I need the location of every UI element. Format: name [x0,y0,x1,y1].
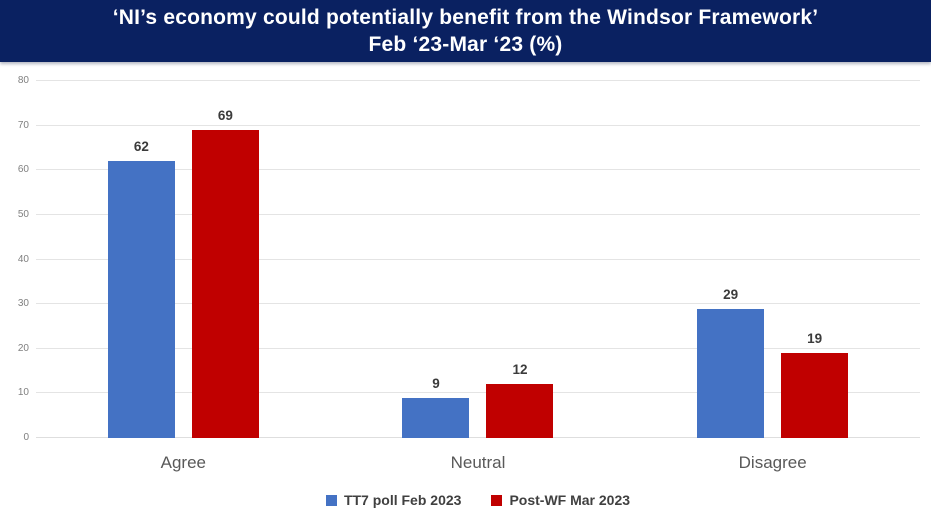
bar-neutral-series1: 9 [402,376,470,438]
gridline-10 [36,392,920,394]
chart-title-line2: Feb ‘23-Mar ‘23 (%) [368,33,563,56]
legend-label-series1: TT7 poll Feb 2023 [343,492,462,508]
bar-agree-series1: 62 [107,139,175,438]
y-axis-tick-50: 50 [17,208,29,220]
legend-label-series2: Post-WF Mar 2023 [509,492,631,508]
legend: TT7 poll Feb 2023 Post-WF Mar 2023 [36,492,920,508]
chart-title-bar: ‘NI’s economy could potentially benefit … [0,0,931,62]
bar-disagree-series1: 29 [697,287,765,438]
bar-disagree-series2: 19 [781,331,849,438]
gridline-60 [36,169,920,171]
bar-value-label: 19 [807,331,823,347]
gridline-80 [36,80,920,81]
y-axis-tick-80: 80 [17,75,29,86]
plot-area: 0 10 20 30 40 50 60 70 80 62 69 9 12 29 19 [18,76,920,443]
gridline-0 [36,437,920,438]
legend-swatch-icon [491,494,503,506]
bar-value-label: 12 [512,362,528,378]
category-axis: Agree Neutral Disagree [36,453,920,473]
bar-agree-series2: 69 [191,108,259,438]
gridline-70 [36,124,920,126]
gridline-40 [36,258,920,260]
bar-value-label: 62 [133,139,149,155]
gridline-50 [36,213,920,215]
bar-value-label: 69 [217,108,233,124]
category-label-agree: Agree [160,453,207,472]
y-axis-tick-40: 40 [17,253,29,265]
legend-item-series1: TT7 poll Feb 2023 [325,492,462,508]
gridline-30 [36,303,920,305]
gridline-20 [36,347,920,349]
category-label-neutral: Neutral [450,453,506,472]
bar-group-neutral: 9 12 [331,81,626,438]
y-axis-tick-30: 30 [17,298,29,310]
bar-group-disagree: 29 19 [625,81,920,438]
chart-title-line1: ‘NI’s economy could potentially benefit … [112,6,819,29]
bar-neutral-series2: 12 [486,362,554,438]
y-axis-tick-0: 0 [23,432,29,443]
y-axis-tick-20: 20 [17,342,29,354]
category-label-disagree: Disagree [738,453,807,472]
bar-value-label: 29 [723,286,739,302]
chart-area: 0 10 20 30 40 50 60 70 80 62 69 9 12 29 19 Agree Neutra… [0,62,931,523]
bar-group-agree: 62 69 [36,81,331,438]
legend-item-series2: Post-WF Mar 2023 [491,492,630,508]
y-axis-tick-10: 10 [17,387,29,399]
y-axis-tick-60: 60 [17,164,29,176]
legend-swatch-icon [325,494,337,506]
bar-value-label: 9 [432,375,440,391]
y-axis-tick-70: 70 [17,119,29,131]
